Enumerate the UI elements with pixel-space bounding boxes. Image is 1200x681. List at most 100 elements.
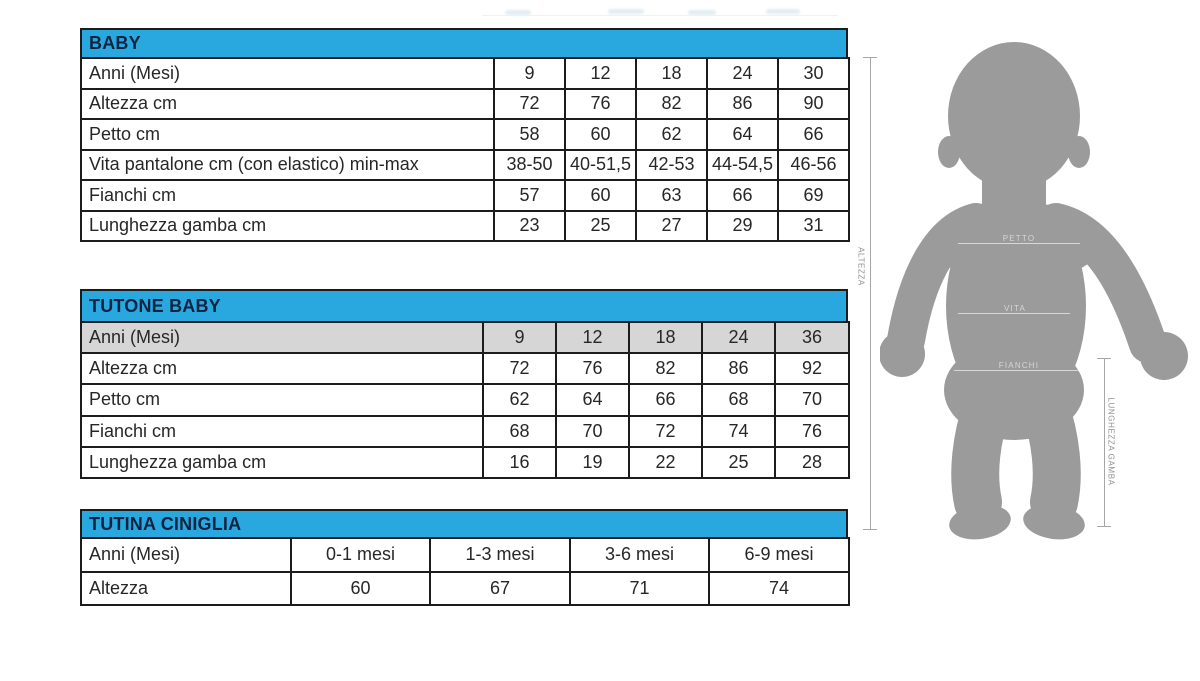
cell-value: 70	[774, 383, 850, 417]
cell-value: 68	[701, 383, 776, 417]
table-title-tutone-baby: TUTONE BABY	[80, 289, 848, 321]
cell-value: 42-53	[635, 148, 708, 181]
cell-value: 63	[635, 179, 708, 212]
row-label: Altezza cm	[80, 87, 495, 120]
lunghezza-gamba-cap-bottom	[1097, 526, 1111, 527]
cell-value: 66	[706, 179, 779, 212]
altezza-dimension-line	[870, 57, 871, 530]
cell-value: 18	[635, 57, 708, 90]
lunghezza-gamba-cap-top	[1097, 358, 1111, 359]
baby-silhouette	[880, 42, 1188, 540]
cell-value: 25	[701, 445, 776, 479]
cell-value: 71	[569, 570, 710, 606]
cell-value: 90	[777, 87, 850, 120]
cell-value: 12	[564, 57, 637, 90]
cell-value: 92	[774, 352, 850, 386]
cell-value: 76	[774, 414, 850, 448]
cell-value: 22	[628, 445, 703, 479]
cell-value: 6-9 mesi	[708, 537, 850, 573]
row-label: Anni (Mesi)	[80, 320, 484, 355]
row-label: Anni (Mesi)	[80, 57, 495, 90]
cell-value: 66	[628, 383, 703, 417]
table-title-tutina-ciniglia: TUTINA CINIGLIA	[80, 509, 848, 537]
cell-value: 57	[493, 179, 566, 212]
size-table-tutone-baby: Anni (Mesi) 9 12 18 24 36 Altezza cm 72 76 82 86 92…	[80, 320, 850, 479]
cell-value: 82	[635, 87, 708, 120]
cell-value: 72	[493, 87, 566, 120]
cell-value: 62	[482, 383, 557, 417]
cell-value: 60	[564, 118, 637, 151]
cell-value: 44-54,5	[706, 148, 779, 181]
table-row: Petto cm 58 60 62 64 66	[80, 118, 850, 151]
cell-value: 67	[429, 570, 571, 606]
lunghezza-gamba-label: LUNGHEZZA GAMBA	[1106, 397, 1116, 486]
cell-value: 76	[555, 352, 630, 386]
cell-value: 38-50	[493, 148, 566, 181]
table-row: Lunghezza gamba cm 23 25 27 29 31	[80, 209, 850, 242]
cell-value: 0-1 mesi	[290, 537, 431, 573]
cell-value: 9	[482, 320, 557, 355]
cell-value: 64	[706, 118, 779, 151]
altezza-dimension-cap-bottom	[863, 529, 877, 530]
altezza-dimension-cap-top	[863, 57, 877, 58]
vita-label: VITA	[1004, 304, 1026, 313]
row-label: Vita pantalone cm (con elastico) min-max	[80, 148, 495, 181]
cell-value: 66	[777, 118, 850, 151]
cell-value: 27	[635, 209, 708, 242]
cell-value: 76	[564, 87, 637, 120]
cell-value: 64	[555, 383, 630, 417]
table-row: Anni (Mesi) 0-1 mesi 1-3 mesi 3-6 mesi 6-9 m…	[80, 537, 850, 573]
cell-value: 16	[482, 445, 557, 479]
fianchi-line	[954, 370, 1084, 371]
cell-value: 12	[555, 320, 630, 355]
row-label: Lunghezza gamba cm	[80, 209, 495, 242]
table-row: Fianchi cm 68 70 72 74 76	[80, 414, 850, 448]
cell-value: 31	[777, 209, 850, 242]
cell-value: 72	[482, 352, 557, 386]
table-title-baby-text: BABY	[89, 33, 141, 53]
cell-value: 74	[708, 570, 850, 606]
table-row: Petto cm 62 64 66 68 70	[80, 383, 850, 417]
table-row: Fianchi cm 57 60 63 66 69	[80, 179, 850, 212]
row-label: Petto cm	[80, 118, 495, 151]
size-table-baby: Anni (Mesi) 9 12 18 24 30 Altezza cm 72 76 82 86 90…	[80, 57, 850, 242]
row-label: Petto cm	[80, 383, 484, 417]
altezza-label: ALTEZZA	[856, 247, 866, 286]
cell-value: 28	[774, 445, 850, 479]
cell-value: 58	[493, 118, 566, 151]
table-row: Altezza cm 72 76 82 86 92	[80, 352, 850, 386]
table-row: Altezza 60 67 71 74	[80, 570, 850, 606]
cell-value: 25	[564, 209, 637, 242]
table-title-tutina-ciniglia-text: TUTINA CINIGLIA	[89, 513, 242, 534]
cell-value: 74	[701, 414, 776, 448]
cell-value: 1-3 mesi	[429, 537, 571, 573]
cell-value: 29	[706, 209, 779, 242]
cell-value: 86	[706, 87, 779, 120]
cell-value: 40-51,5	[564, 148, 637, 181]
row-label: Altezza	[80, 570, 292, 606]
fianchi-label: FIANCHI	[998, 361, 1040, 370]
cell-value: 60	[290, 570, 431, 606]
cell-value: 86	[701, 352, 776, 386]
lunghezza-gamba-dimension-line	[1104, 358, 1105, 527]
cell-value: 69	[777, 179, 850, 212]
table-title-baby: BABY	[80, 28, 848, 57]
row-label: Fianchi cm	[80, 179, 495, 212]
row-label: Altezza cm	[80, 352, 484, 386]
size-table-tutina-ciniglia: Anni (Mesi) 0-1 mesi 1-3 mesi 3-6 mesi 6-9 m…	[80, 537, 850, 606]
vita-line	[958, 313, 1070, 314]
cell-value: 9	[493, 57, 566, 90]
cell-value: 19	[555, 445, 630, 479]
cell-value: 30	[777, 57, 850, 90]
table-row: Lunghezza gamba cm 16 19 22 25 28	[80, 445, 850, 479]
cell-value: 36	[774, 320, 850, 355]
cell-value: 70	[555, 414, 630, 448]
cell-value: 46-56	[777, 148, 850, 181]
row-label: Anni (Mesi)	[80, 537, 292, 573]
table-title-tutone-baby-text: TUTONE BABY	[89, 295, 221, 316]
petto-label: PETTO	[1002, 234, 1036, 243]
petto-line	[958, 243, 1080, 244]
cell-value: 18	[628, 320, 703, 355]
table-row: Anni (Mesi) 9 12 18 24 36	[80, 320, 850, 355]
